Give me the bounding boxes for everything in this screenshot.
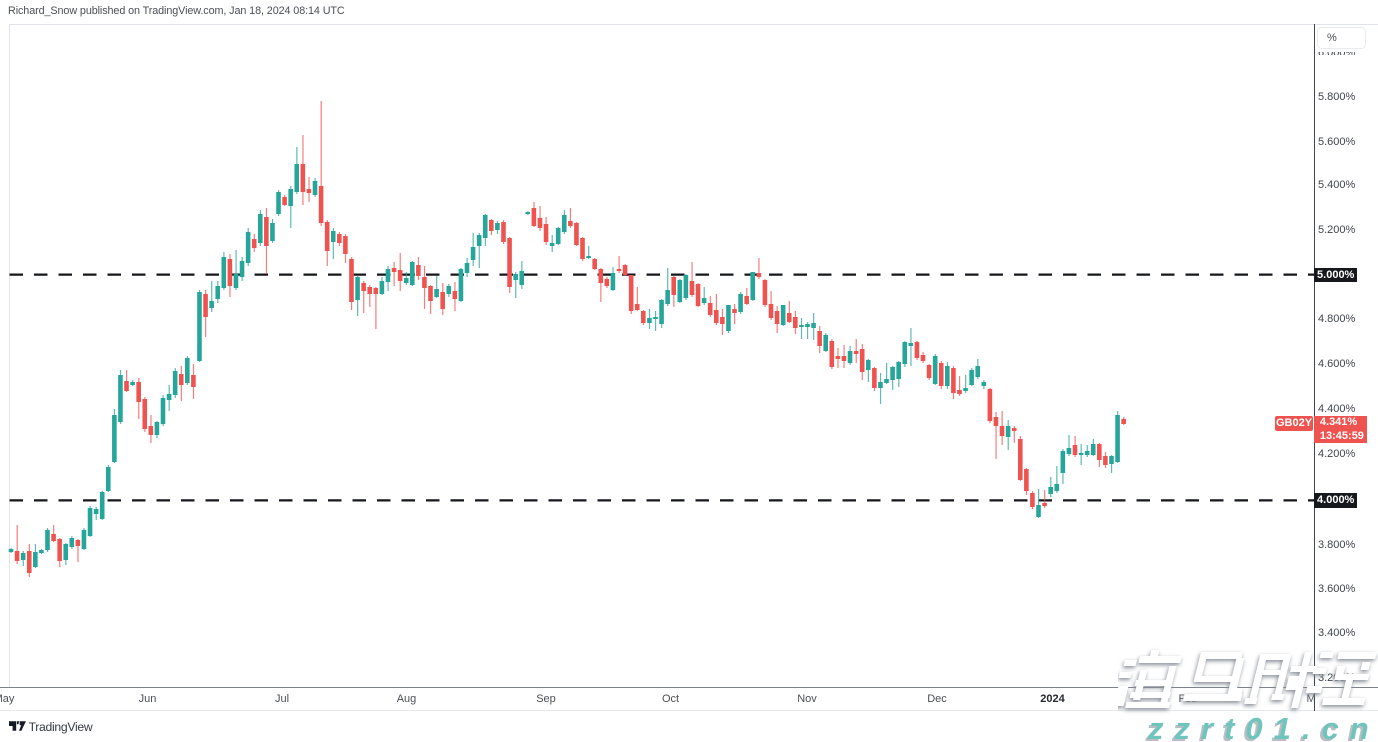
svg-text:zzrt01.cn: zzrt01.cn bbox=[1147, 711, 1378, 742]
svg-text:TradingView: TradingView bbox=[29, 720, 93, 734]
svg-text:zzrt01.cn: zzrt01.cn bbox=[1145, 713, 1378, 742]
